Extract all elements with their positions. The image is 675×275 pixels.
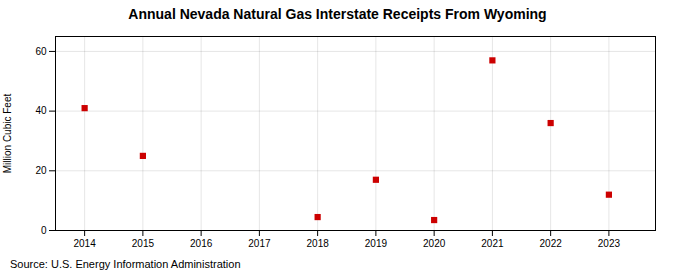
svg-text:Million Cubic Feet: Million Cubic Feet <box>2 94 13 174</box>
svg-text:0: 0 <box>41 225 47 236</box>
svg-text:2023: 2023 <box>598 238 621 249</box>
svg-text:2015: 2015 <box>132 238 155 249</box>
svg-text:2019: 2019 <box>365 238 388 249</box>
html-text:Annual Nevada Natural Gas Inte: Annual Nevada Natural Gas Interstate Rec… <box>128 6 547 22</box>
svg-text:2022: 2022 <box>540 238 563 249</box>
svg-text:2017: 2017 <box>248 238 271 249</box>
svg-text:2018: 2018 <box>307 238 330 249</box>
svg-text:60: 60 <box>35 46 47 57</box>
svg-text:2016: 2016 <box>190 238 213 249</box>
svg-text:2021: 2021 <box>481 238 504 249</box>
svg-text:20: 20 <box>35 165 47 176</box>
svg-text:2020: 2020 <box>423 238 446 249</box>
svg-text:2014: 2014 <box>74 238 97 249</box>
html-text:Source: U.S. Energy Informatio: Source: U.S. Energy Information Administ… <box>10 258 241 270</box>
svg-text:40: 40 <box>35 105 47 116</box>
